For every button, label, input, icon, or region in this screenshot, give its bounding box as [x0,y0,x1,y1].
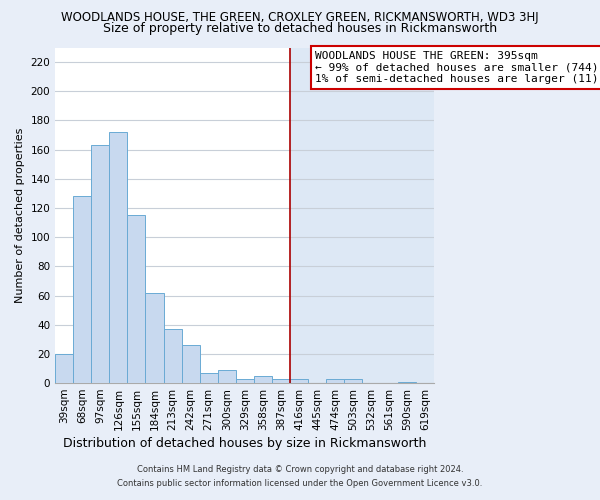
Text: WOODLANDS HOUSE, THE GREEN, CROXLEY GREEN, RICKMANSWORTH, WD3 3HJ: WOODLANDS HOUSE, THE GREEN, CROXLEY GREE… [61,11,539,24]
Bar [127,216,145,383]
Bar [326,378,344,383]
Bar [109,132,127,383]
Bar [254,376,272,383]
Text: WOODLANDS HOUSE THE GREEN: 395sqm
← 99% of detached houses are smaller (744)
1% : WOODLANDS HOUSE THE GREEN: 395sqm ← 99% … [315,51,600,84]
Text: Contains HM Land Registry data © Crown copyright and database right 2024.
Contai: Contains HM Land Registry data © Crown c… [118,466,482,487]
Bar [145,292,164,383]
Bar [200,373,218,383]
Bar [290,378,308,383]
Bar [236,378,254,383]
Y-axis label: Number of detached properties: Number of detached properties [15,128,25,303]
Bar [55,48,290,383]
Bar [164,329,182,383]
X-axis label: Distribution of detached houses by size in Rickmansworth: Distribution of detached houses by size … [63,437,427,450]
Bar [272,378,290,383]
Bar [182,345,200,383]
Bar [73,196,91,383]
Bar [91,146,109,383]
Bar [344,378,362,383]
Bar [55,354,73,383]
Text: Size of property relative to detached houses in Rickmansworth: Size of property relative to detached ho… [103,22,497,35]
Bar [398,382,416,383]
Bar [218,370,236,383]
Bar [290,48,434,383]
